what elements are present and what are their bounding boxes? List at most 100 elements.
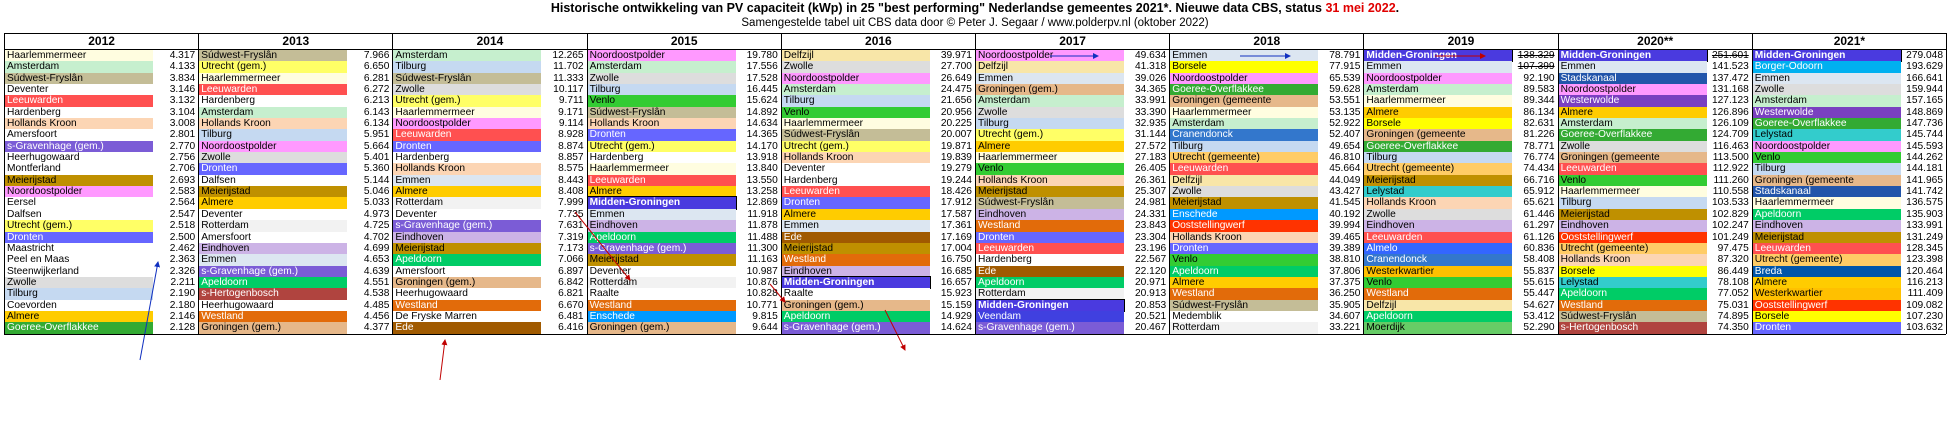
table-row: Utrecht (gemeente) 123.398: [1752, 254, 1946, 266]
municipality-name: Haarlemmermeer: [1364, 95, 1513, 107]
capacity-value: 58.408: [1523, 254, 1555, 266]
capacity-value: 53.551: [1329, 95, 1361, 107]
table-row: Eindhoven 11.878: [587, 220, 781, 232]
municipality-name: Delfzijl: [1364, 299, 1513, 311]
municipality-name: Amsterdam: [1752, 95, 1901, 107]
table-row: Delfzijl 44.049: [1170, 174, 1363, 187]
table-row: Westland 23.843: [976, 220, 1169, 232]
table-row: Maastricht 2.462: [5, 242, 198, 255]
capacity-value: 36.250: [1329, 288, 1361, 300]
municipality-name: Almere: [393, 186, 542, 198]
table-row: Hollands Kroon 87.320: [1558, 254, 1752, 266]
municipality-name: Leeuwarden: [199, 84, 348, 96]
table-row: Cranendonck 58.408: [1364, 254, 1557, 266]
table-row: Apeldoorn 14.929: [781, 310, 975, 323]
municipality-name: Hollands Kroon: [393, 163, 542, 175]
capacity-value: 6.821: [558, 288, 584, 300]
capacity-value: 11.878: [747, 220, 778, 232]
capacity-value: 37.375: [1329, 276, 1361, 288]
municipality-name: Deventer: [587, 265, 736, 277]
table-row: Groningen (gem.) 34.365: [976, 84, 1169, 96]
table-row: Noordoostpolder 19.780: [587, 50, 781, 62]
municipality-name: Delfzijl: [976, 61, 1124, 73]
municipality-name: Groningen (gem.): [976, 84, 1124, 96]
capacity-value: 17.361: [940, 220, 972, 232]
municipality-name: Dronten: [1170, 242, 1319, 255]
capacity-value: 8.443: [558, 174, 584, 186]
municipality-name: Venlo: [781, 106, 930, 119]
capacity-value: 41.318: [1135, 61, 1167, 73]
capacity-value: 2.706: [169, 163, 196, 175]
capacity-value: 124.709: [1711, 129, 1749, 141]
municipality-name: s-Gravenhage (gem.): [587, 242, 736, 255]
municipality-name: Borsele: [1170, 61, 1319, 73]
table-row: Eindhoven 7.319: [393, 231, 586, 243]
capacity-value: 26.405: [1135, 163, 1167, 175]
municipality-name: Súdwest-Fryslân: [199, 50, 348, 62]
capacity-value: 40.192: [1329, 208, 1361, 220]
capacity-value: 128.345: [1906, 242, 1943, 254]
table-row: Apeldoorn 7.066: [393, 254, 586, 266]
municipality-name: Almelo: [1364, 242, 1513, 255]
municipality-name: s-Gravenhage (gem.): [976, 322, 1124, 334]
capacity-value: 166.641: [1906, 72, 1943, 84]
table-row: Westerwolde 148.869: [1752, 106, 1946, 119]
capacity-value: 159.944: [1906, 84, 1943, 96]
municipality-name: Amsterdam: [1558, 118, 1707, 130]
capacity-value: 6.281: [363, 72, 390, 84]
municipality-name: Westland: [976, 220, 1124, 232]
table-row: Zwolle 116.463: [1558, 140, 1752, 153]
municipality-name: Venlo: [1558, 174, 1707, 187]
table-row: Venlo 144.262: [1752, 152, 1946, 164]
municipality-name: Apeldoorn: [1558, 288, 1707, 300]
table-row: Meierijstad 25.307: [976, 186, 1169, 198]
capacity-value: 133.991: [1906, 220, 1943, 232]
table-row: Apeldoorn 4.551: [199, 276, 392, 289]
capacity-value: 9.171: [558, 106, 584, 118]
table-row: Rotterdam 4.725: [199, 220, 392, 232]
capacity-value: 135.903: [1906, 208, 1943, 220]
municipality-name: Utrecht (gem.): [393, 95, 542, 107]
municipality-name: Meierijstad: [781, 242, 930, 255]
capacity-value: 19.780: [746, 50, 778, 61]
year-header: 2015: [587, 34, 781, 50]
municipality-name: Midden-Groningen: [780, 275, 931, 290]
table-row: Utrecht (gem.) 2.518: [5, 220, 198, 232]
municipality-name: Cranendonck: [1364, 254, 1513, 266]
municipality-name: Amsterdam: [587, 61, 736, 73]
municipality-name: Goeree-Overflakkee: [1558, 129, 1707, 141]
table-row: Westland 36.250: [1170, 288, 1363, 300]
capacity-value: 22.567: [1135, 254, 1167, 266]
capacity-value: 27.700: [940, 61, 972, 73]
table-row: Hardenberg 6.213: [199, 95, 392, 107]
capacity-value: 145.593: [1906, 140, 1943, 152]
municipality-name: Súdwest-Fryslân: [393, 72, 542, 85]
table-row: Meierijstad 2.693: [5, 174, 198, 187]
table-row: Noordoostpolder 65.539: [1170, 72, 1363, 85]
capacity-value: 4.317: [169, 50, 196, 61]
year-column: 2013 Súdwest-Fryslân 7.966 Utrecht (gem.) 6.…: [199, 34, 394, 334]
capacity-value: 136.575: [1906, 197, 1943, 209]
table-row: s-Gravenhage (gem.) 7.631: [393, 220, 586, 232]
municipality-name: Goeree-Overflakkee: [1364, 140, 1513, 153]
table-row: Utrecht (gem.) 9.711: [393, 95, 586, 107]
table-row: Borsele 107.230: [1752, 310, 1946, 323]
municipality-name: Apeldoorn: [976, 276, 1124, 289]
municipality-name: Leeuwarden: [1558, 163, 1707, 175]
capacity-value: 52.922: [1329, 118, 1361, 130]
capacity-value: 32.935: [1135, 118, 1167, 130]
year-header: 2018: [1170, 34, 1364, 50]
table-row: Groningen (gem.) 6.842: [393, 276, 586, 289]
municipality-name: s-Gravenhage (gem.): [393, 220, 542, 232]
year-column: 2021* Midden-Groningen 279.048 Borger-Odoor…: [1751, 34, 1947, 334]
municipality-name: Apeldoorn: [587, 231, 736, 243]
municipality-name: Almere: [976, 140, 1124, 153]
municipality-name: Coevorden: [5, 299, 153, 311]
capacity-value: 55.615: [1523, 276, 1555, 288]
table-row: Goeree-Overflakkee 124.709: [1558, 129, 1752, 141]
capacity-value: 15.624: [746, 95, 778, 107]
capacity-value: 6.897: [558, 265, 584, 277]
table-row: Súdwest-Fryslân 14.892: [587, 106, 781, 119]
table-row: Dronten 23.304: [976, 231, 1169, 243]
municipality-name: Delfzijl: [1170, 174, 1319, 187]
